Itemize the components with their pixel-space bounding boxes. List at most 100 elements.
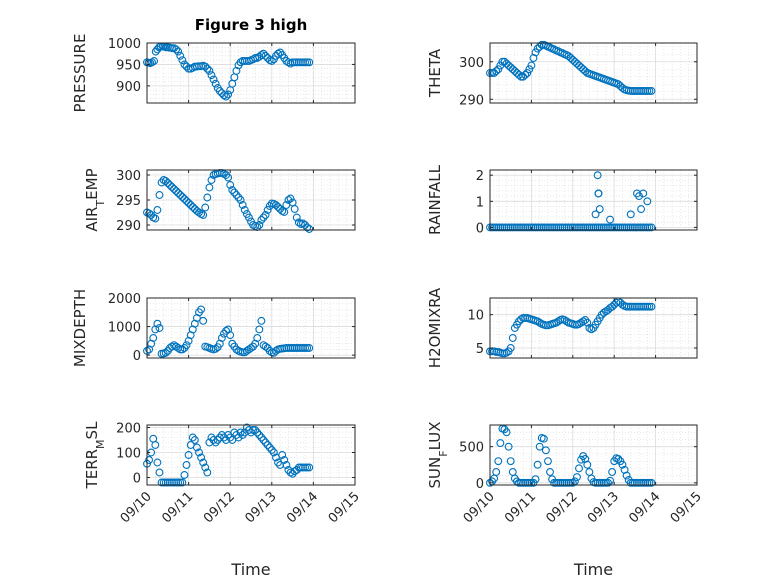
data-point: [170, 185, 178, 193]
data-point: [637, 478, 646, 487]
data-point: [301, 221, 310, 229]
data-point: [523, 69, 532, 77]
data-point: [502, 223, 511, 232]
data-point: [155, 468, 164, 477]
data-point: [535, 442, 544, 451]
data-point: [589, 223, 598, 232]
data-point: [244, 426, 253, 434]
data-point: [637, 223, 646, 232]
data-point: [639, 478, 648, 487]
subplot-5: 5 10 H2OMIXRA: [426, 287, 698, 368]
data-point: [554, 478, 563, 487]
data-point: [635, 302, 643, 311]
data-point: [579, 317, 588, 326]
data-point: [630, 302, 639, 311]
y-axis-label: AIRTEMP: [83, 168, 107, 231]
data-point: [531, 223, 540, 232]
x-tick-label: 09/15: [326, 489, 363, 526]
data-point: [182, 341, 191, 350]
data-point: [572, 473, 581, 481]
data-point: [606, 215, 615, 224]
data-point: [151, 441, 160, 449]
axes-box: [146, 424, 356, 486]
data-point: [527, 61, 536, 70]
data-point: [568, 478, 577, 487]
data-point: [546, 223, 554, 232]
data-point: [521, 223, 530, 232]
data-point: [523, 223, 532, 232]
data-point: [299, 344, 307, 352]
data-point: [290, 205, 299, 213]
y-tick-label: 290: [459, 93, 484, 108]
data-point: [267, 446, 276, 454]
data-point: [303, 223, 312, 232]
data-point: [180, 471, 189, 479]
data-point: [566, 223, 575, 232]
data-point: [161, 177, 170, 185]
data-point: [508, 334, 517, 342]
data-point: [232, 66, 241, 75]
data-point: [599, 308, 608, 317]
data-point: [290, 344, 299, 352]
data-point: [286, 344, 295, 352]
data-point: [645, 478, 654, 487]
data-point: [155, 191, 164, 199]
data-point: [583, 223, 592, 232]
data-point: [240, 206, 249, 214]
data-point: [261, 438, 270, 447]
data-point: [639, 87, 648, 95]
x-tick-label: 09/13: [585, 489, 622, 526]
data-point: [215, 87, 224, 95]
data-point: [263, 441, 272, 449]
data-point: [176, 478, 185, 487]
x-tick-label: 09/10: [118, 489, 155, 526]
y-tick-label: 1000: [108, 37, 141, 52]
data-point: [492, 67, 501, 76]
plot-area: [147, 425, 355, 485]
data-point: [238, 201, 247, 209]
data-point: [643, 478, 652, 487]
data-point: [296, 463, 305, 472]
data-point: [595, 205, 604, 214]
data-point: [645, 87, 654, 95]
data-point: [626, 87, 635, 95]
data-point: [172, 478, 181, 487]
data-point: [220, 91, 228, 100]
data-point: [303, 58, 312, 67]
data-point: [583, 460, 592, 469]
data-point: [163, 179, 172, 187]
data-point: [517, 223, 525, 232]
data-point: [647, 87, 656, 95]
data-point: [211, 344, 220, 353]
data-point: [197, 453, 206, 462]
data-point: [195, 448, 203, 457]
data-point: [515, 70, 523, 79]
data-point: [560, 223, 569, 232]
data-point: [558, 478, 567, 487]
data-point: [626, 302, 635, 311]
data-point: [176, 51, 185, 60]
data-point: [535, 223, 544, 232]
data-point: [539, 223, 548, 232]
data-point: [643, 302, 652, 311]
data-point: [544, 457, 552, 466]
data-point: [575, 320, 583, 328]
axes-box: [489, 424, 698, 486]
data-point: [205, 66, 214, 75]
data-point: [594, 189, 603, 198]
data-point: [174, 344, 183, 352]
data-point: [643, 223, 652, 232]
data-point: [251, 54, 260, 62]
data-point: [234, 193, 243, 202]
y-tick-label: 950: [116, 58, 141, 73]
data-point: [639, 302, 648, 311]
data-point: [628, 223, 637, 232]
data-point: [151, 214, 160, 223]
data-point: [178, 345, 187, 354]
data-point: [186, 201, 195, 209]
data-point: [608, 468, 617, 476]
data-point: [525, 223, 534, 232]
data-point: [211, 79, 220, 88]
axes-box: [489, 297, 698, 359]
